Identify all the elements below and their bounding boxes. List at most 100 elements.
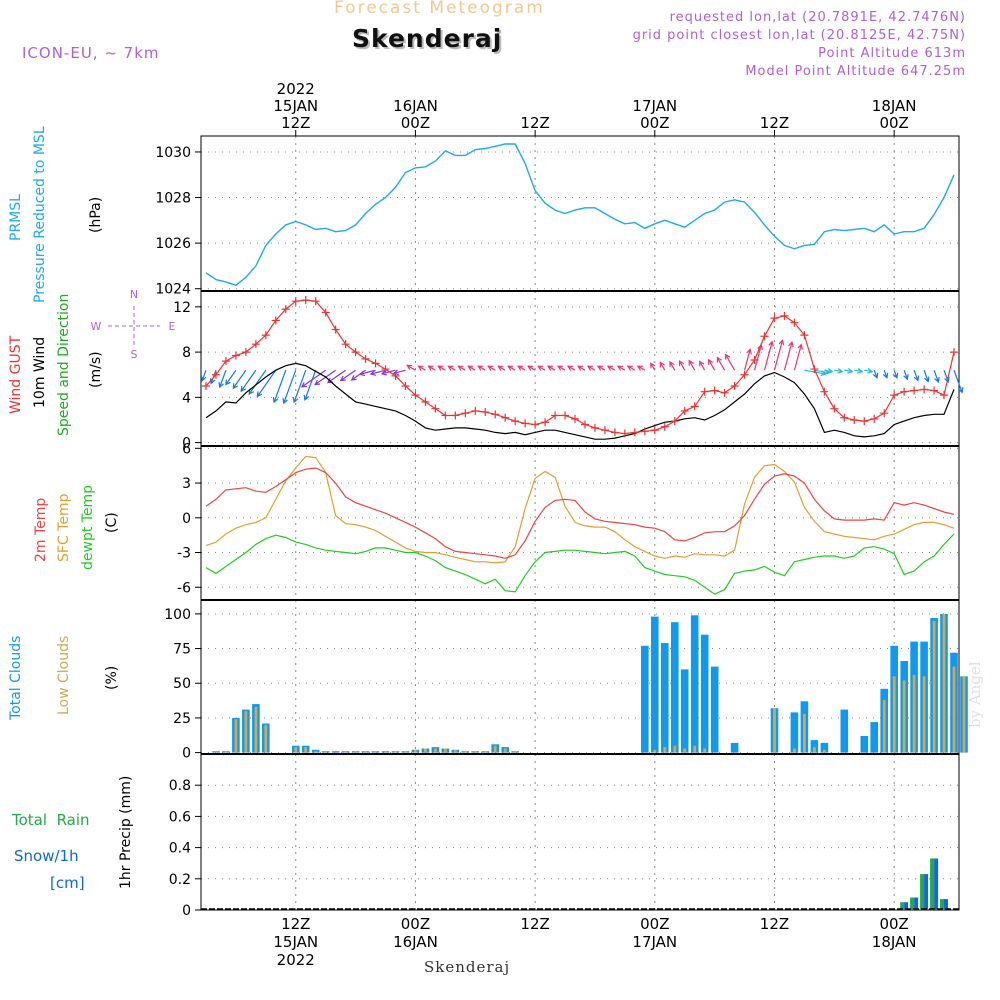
wind-arrow [507,365,516,371]
total-cloud-bar [680,669,689,753]
wind-arrow-head [678,360,685,367]
wind-arrow [370,369,386,375]
gust-marker [710,386,719,395]
rain-bar [900,902,905,910]
gust-marker [740,370,749,379]
wind-arrow [547,365,556,371]
bottom-time-label: 15JAN [273,933,318,951]
gust-marker [760,332,769,341]
rain-bar [940,899,944,910]
wind-arrow-head [303,394,310,401]
gust-marker [660,422,669,431]
wind-arrow [804,369,826,375]
wind-arrow-head [437,365,444,371]
low-cloud-bar [793,748,796,753]
gust-marker [930,386,939,395]
gust-marker [411,391,420,400]
gust-marker [920,385,929,394]
pressure-ytick-label: 1030 [155,145,191,161]
gust-marker [580,420,589,429]
wind-arrow [273,369,287,403]
wind-arrow-head [240,386,246,393]
precip-ytick-label: 0.8 [169,778,191,794]
wind-arrow [923,369,929,382]
gust-marker [431,404,440,413]
wind-arrow [497,365,506,371]
wind-compass: N S W E [91,288,176,361]
low-cloud-bar [683,748,687,753]
wind-arrow [283,369,297,404]
wind-arrow-head [427,365,434,371]
pressure-ytick-label: 1024 [155,282,191,298]
low-cloud-bar [254,706,258,753]
wind-arrow-head [892,372,899,379]
gust-marker [271,316,280,325]
wind-arrow [753,344,762,371]
wind-arrow-head [417,365,424,371]
low-cloud-bar [224,751,228,753]
gust-marker [331,325,340,334]
wind-arrow [708,359,716,371]
wind-arrow [699,361,706,371]
wind-arrow [448,365,456,371]
wind-arrow [418,365,426,371]
wind-arrow [225,369,237,385]
top-time-label: 18JAN [872,97,917,115]
bottom-time-label: 18JAN [872,933,917,951]
wind-arrow-head [339,375,346,382]
wind-arrow-head [586,365,594,371]
pressure-ytick-label: 1028 [155,191,191,207]
wind-arrow-head [716,356,722,363]
gust-marker [910,386,919,395]
top-time-label: 00Z [401,114,430,132]
gust-marker [351,348,360,357]
low-cloud-bar [453,749,457,753]
wind-arrow [428,365,436,371]
requested-coords: requested lon,lat (20.7891E, 42.7476N) [669,10,966,25]
pressure-ytick-label: 1026 [155,236,191,252]
precip-panel: 0 0.2 0.4 0.6 0.8 [169,753,960,919]
low-cloud-bar [803,713,806,753]
wind-arrow-head [872,372,879,379]
rain-bar [920,874,925,910]
wind-arrow-head [688,359,694,366]
precip-ytick-label: 0.2 [169,872,191,888]
compass-e: E [169,320,176,333]
gust-marker [790,318,799,327]
bottom-time-label: 00Z [879,915,908,933]
wind-arrow-head [487,365,494,371]
wind-arrow [293,369,307,403]
low-cloud-bar [264,724,268,753]
wind-arrow [650,362,656,371]
gust-marker [531,420,540,429]
gust-marker [800,331,809,340]
low-cloud-bar [314,751,318,753]
low-cloud-bar [503,748,507,753]
wind-arrow [824,369,833,373]
low-cloud-bar [324,751,328,753]
wind-arrow-head [380,369,387,376]
wind-arrow-head [358,370,366,377]
gust-marker [730,382,739,391]
wind-arrow [637,365,646,371]
wind-arrow [793,344,802,371]
total-cloud-bar [790,712,799,753]
wind-arrow [743,349,751,371]
wind-arrow [627,365,636,371]
gust-marker [461,409,470,418]
gust-marker [231,351,240,360]
gust-marker [650,426,659,435]
wind-arrow [617,365,626,371]
gust-marker [830,404,839,413]
gust-marker [441,411,450,420]
precip-ytick-label: 0.6 [169,809,191,825]
gust-marker [770,314,779,323]
wind-arrow-head [272,397,279,404]
gust-marker [311,297,320,306]
low-cloud-bar [813,747,816,753]
gust-marker [401,382,410,391]
top-time-label: 12Z [281,114,310,132]
wind-arrow [256,369,277,397]
wind-arrow [359,369,376,375]
low-cloud-bar [912,674,916,753]
